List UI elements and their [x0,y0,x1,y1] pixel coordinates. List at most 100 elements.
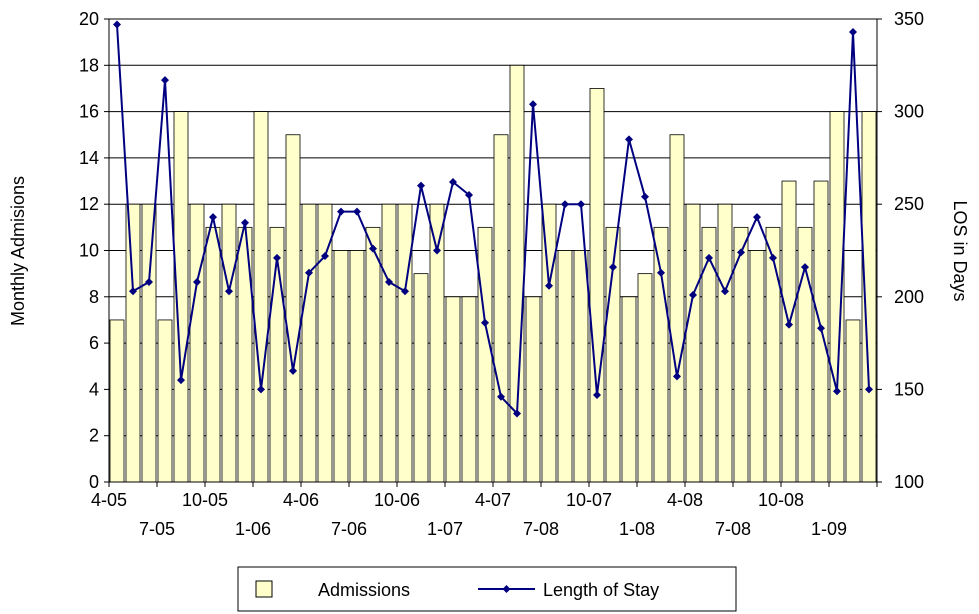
y-tick-label: 14 [79,148,99,168]
y-tick-label: 10 [79,241,99,261]
legend-length-of-stay-marker [502,585,511,593]
legend-admissions-swatch [255,580,273,598]
length-of-stay-point [257,385,265,394]
length-of-stay-point [801,263,809,272]
admissions-bar [413,273,429,483]
length-of-stay-point [849,27,857,36]
y2-tick-label: 100 [894,472,924,492]
length-of-stay-line [113,20,873,418]
admissions-bar [621,296,637,483]
length-of-stay-point [577,200,585,209]
axes: 0 2 4 6 8 10 12 14 16 18 20 100 150 200 250 300 350 4-05 1… [79,9,924,539]
y2-axis-title: LOS in Days [950,200,970,301]
admissions-bar [429,203,445,483]
y2-tick-label: 350 [894,9,924,29]
length-of-stay-point [353,207,361,216]
admissions-bar [317,203,333,483]
admissions-bar [781,180,797,483]
length-of-stay-polyline [116,24,870,416]
length-of-stay-point [833,387,841,396]
legend-length-of-stay-label: Length of Stay [543,580,659,600]
length-of-stay-point [689,290,697,299]
x-tick-label: 7-06 [331,519,367,539]
admissions-bar [333,250,349,483]
length-of-stay-point [305,268,313,277]
x-tick-label: 1-08 [619,519,655,539]
admissions-bar [109,319,125,483]
admissions-bar [557,250,573,483]
length-of-stay-point [241,218,249,227]
admissions-bar [301,203,317,483]
x-tick-label: 10-08 [758,490,804,510]
admissions-bar [365,226,381,483]
admissions-bar [157,319,173,483]
length-of-stay-point [289,366,297,375]
y-tick-label: 8 [89,287,99,307]
length-of-stay-point [673,372,681,381]
admissions-bar [349,250,365,483]
admissions-bar [285,134,301,483]
length-of-stay-point [369,244,377,253]
length-of-stay-point [321,252,329,261]
x-tick-label: 1-06 [235,519,271,539]
admissions-bar [477,226,493,483]
admissions-bar [509,64,525,483]
admissions-bar [189,203,205,483]
length-of-stay-point [177,376,185,385]
y-tick-label: 20 [79,9,99,29]
admissions-bar [141,203,157,483]
length-of-stay-point [625,135,633,144]
length-of-stay-point [193,277,201,286]
admissions-bar [765,226,781,483]
x-tick-label: 10-07 [566,490,612,510]
admissions-bar [221,203,237,483]
x-tick-label: 10-05 [182,490,228,510]
y2-tick-label: 300 [894,102,924,122]
x-tick-label: 4-06 [283,490,319,510]
length-of-stay-point [753,213,761,222]
y-tick-label: 12 [79,194,99,214]
length-of-stay-point [721,287,729,296]
admissions-bar [669,134,685,483]
admissions-bar [445,296,461,483]
x-tick-label: 1-09 [811,519,847,539]
length-of-stay-point [113,20,121,29]
y2-tick-label: 250 [894,194,924,214]
x-tick-label: 7-08 [715,519,751,539]
length-of-stay-point [641,192,649,201]
admissions-bar [397,203,413,483]
length-of-stay-point [593,390,601,399]
admissions-bar [653,226,669,483]
length-of-stay-point [657,268,665,277]
length-of-stay-point [161,76,169,85]
admissions-bar [845,319,861,483]
admissions-bar [573,250,589,483]
length-of-stay-point [433,246,441,255]
admissions-bar [701,226,717,483]
length-of-stay-point [209,213,217,222]
admissions-bar [461,296,477,483]
length-of-stay-point [481,318,489,327]
y-tick-label: 0 [89,472,99,492]
length-of-stay-point [609,263,617,272]
length-of-stay-point [385,277,393,286]
length-of-stay-point [545,281,553,290]
length-of-stay-point [225,287,233,296]
y-tick-label: 4 [89,379,99,399]
length-of-stay-point [417,181,425,190]
gridlines [109,18,877,437]
length-of-stay-point [129,287,137,296]
x-tick-label: 10-06 [374,490,420,510]
length-of-stay-point [465,190,473,199]
length-of-stay-point [817,324,825,333]
length-of-stay-point [705,253,713,262]
x-tick-label: 7-08 [523,519,559,539]
length-of-stay-point [337,207,345,216]
x-tick-label: 4-05 [91,490,127,510]
y-axis-title: Monthly Admisions [8,176,28,326]
length-of-stay-point [769,253,777,262]
admissions-bars [109,64,877,483]
legend-admissions-label: Admissions [318,580,410,600]
x-tick-label: 4-08 [667,490,703,510]
